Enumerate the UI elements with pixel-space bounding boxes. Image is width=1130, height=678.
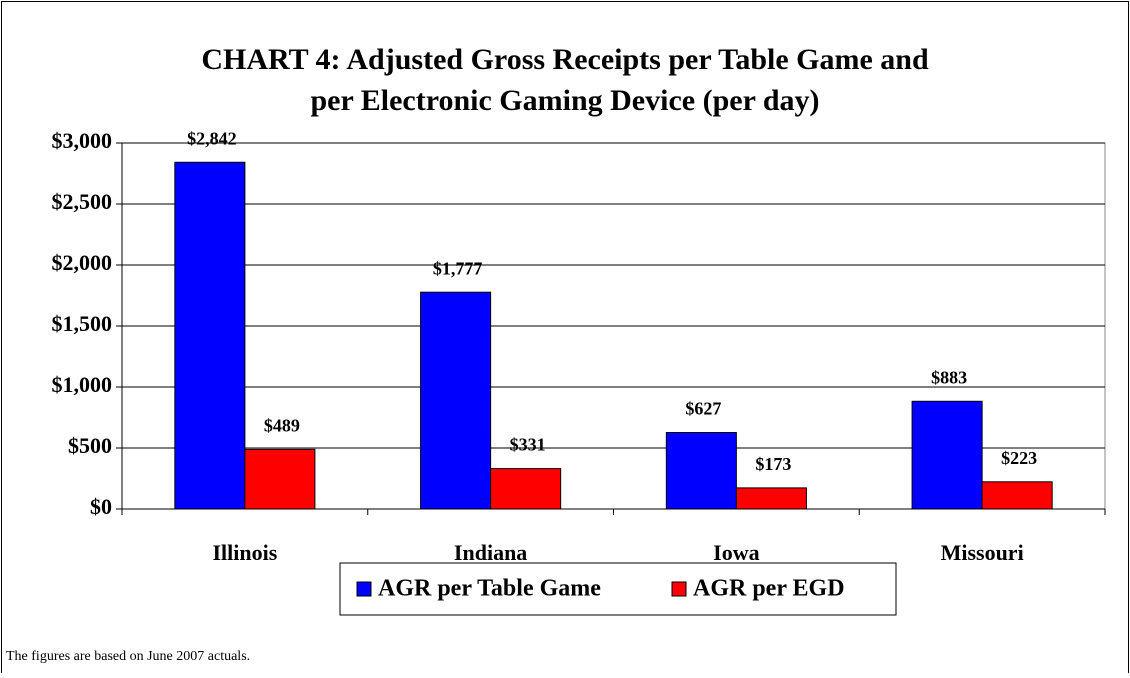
- bar: [490, 468, 562, 510]
- x-tick-label: Indiana: [454, 540, 527, 565]
- data-label: $223: [1001, 448, 1037, 468]
- bar: [174, 161, 246, 510]
- y-tick-label: $2,000: [52, 250, 113, 275]
- y-tick-label: $500: [68, 433, 112, 458]
- bar: [981, 481, 1053, 510]
- legend-label: AGR per Table Game: [378, 576, 601, 602]
- y-tick-label: $0: [90, 494, 112, 519]
- legend-label: AGR per EGD: [693, 576, 845, 602]
- data-label: $883: [931, 367, 967, 387]
- y-tick-label: $2,500: [52, 189, 113, 214]
- data-label: $2,842: [187, 128, 237, 148]
- bar: [735, 487, 807, 510]
- bar: [244, 448, 316, 510]
- x-tick-label: Illinois: [212, 540, 277, 565]
- data-label: $489: [264, 415, 300, 435]
- legend: [339, 562, 897, 616]
- y-tick-label: $1,500: [52, 311, 113, 336]
- bar: [420, 291, 492, 510]
- data-label: $331: [510, 435, 546, 455]
- bar: [665, 432, 737, 510]
- data-label: $173: [755, 454, 791, 474]
- y-tick-label: $1,000: [52, 372, 113, 397]
- x-tick-label: Iowa: [713, 540, 759, 565]
- y-tick-label: $3,000: [52, 128, 113, 153]
- data-label: $627: [685, 399, 721, 419]
- chart-title: CHART 4: Adjusted Gross Receipts per Tab…: [201, 43, 929, 76]
- legend-swatch: [356, 581, 372, 597]
- chart-title: per Electronic Gaming Device (per day): [310, 84, 819, 117]
- data-label: $1,777: [433, 258, 483, 278]
- legend-swatch: [671, 581, 687, 597]
- x-tick-label: Missouri: [941, 540, 1024, 565]
- footnote: The figures are based on June 2007 actua…: [6, 649, 250, 664]
- bar: [911, 400, 983, 510]
